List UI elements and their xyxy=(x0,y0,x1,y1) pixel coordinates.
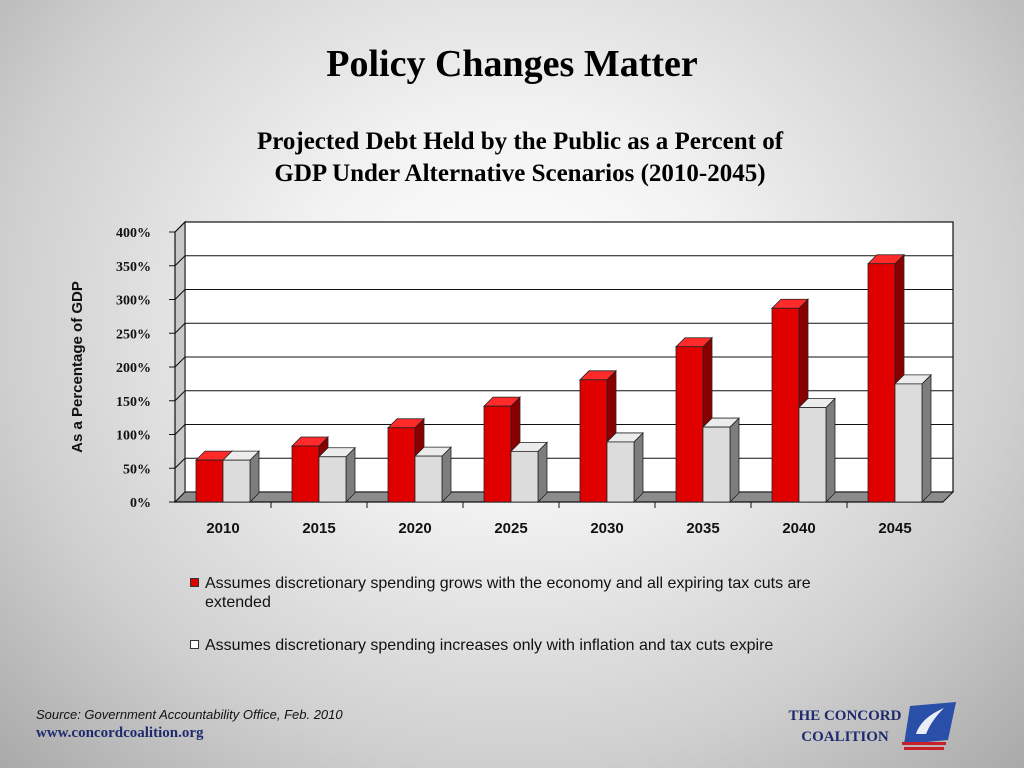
logo-line-2: COALITION xyxy=(801,729,889,745)
y-tick-label: 0% xyxy=(130,496,151,511)
slide-title: Policy Changes Matter xyxy=(326,43,698,85)
gridline xyxy=(174,288,953,300)
legend-text-gray: Assumes discretionary spending increases… xyxy=(205,637,774,654)
y-tick-label: 100% xyxy=(116,429,151,444)
legend-swatch-red xyxy=(190,578,199,587)
y-tick-label: 150% xyxy=(116,395,151,410)
chart-title: Projected Debt Held by the Public as a P… xyxy=(160,126,880,190)
y-tick-label: 350% xyxy=(116,260,151,275)
y-axis-title: As a Percentage of GDP xyxy=(69,281,86,453)
bar-red xyxy=(771,298,809,503)
legend-item-red: Assumes discretionary spending grows wit… xyxy=(190,574,890,612)
legend-swatch-gray xyxy=(190,640,199,649)
x-tick-label: 2030 xyxy=(590,520,623,537)
concord-coalition-logo: THE CONCORD COALITION xyxy=(775,700,965,755)
y-tick-label: 200% xyxy=(116,361,151,376)
y-tick-label: 300% xyxy=(116,294,151,309)
chart-title-line-2: GDP Under Alternative Scenarios (2010-20… xyxy=(274,160,766,187)
legend-text-red-line-1: Assumes discretionary spending grows wit… xyxy=(205,575,811,592)
logo-line-1: THE CONCORD xyxy=(788,708,902,724)
concord-coalition-logo-icon xyxy=(902,702,956,750)
bar-gray xyxy=(222,450,260,503)
x-tick-label: 2020 xyxy=(398,520,431,537)
legend-text-red-line-2: extended xyxy=(205,594,271,611)
y-tick-label: 400% xyxy=(116,226,151,241)
gridline xyxy=(174,221,953,233)
bar-chart: 0% 50% 100% 150% 200% 250% 300% 350% 400% As a Pe… xyxy=(69,220,955,537)
x-tick-label: 2040 xyxy=(782,520,815,537)
gridline xyxy=(174,255,953,267)
bar-gray xyxy=(414,446,452,503)
x-tick-label: 2035 xyxy=(686,520,719,537)
chart-title-line-1: Projected Debt Held by the Public as a P… xyxy=(256,128,784,155)
website-link[interactable]: www.concordcoalition.org xyxy=(36,725,204,741)
bar-gray xyxy=(606,431,644,503)
bar-gray xyxy=(798,397,836,503)
gridline xyxy=(174,322,953,334)
y-tick-label: 50% xyxy=(123,462,151,477)
logo-text: THE CONCORD COALITION xyxy=(775,706,915,748)
bar-gray xyxy=(702,417,740,503)
legend-item-gray: Assumes discretionary spending increases… xyxy=(190,636,890,655)
x-tick-label: 2015 xyxy=(302,520,335,537)
y-tick-label: 250% xyxy=(116,327,151,342)
x-tick-label: 2025 xyxy=(494,520,527,537)
bar-gray xyxy=(894,373,932,503)
source-note: Source: Government Accountability Office… xyxy=(36,707,343,722)
bar-gray xyxy=(318,446,356,503)
x-tick-label: 2010 xyxy=(206,520,239,537)
x-tick-label: 2045 xyxy=(878,520,911,537)
bar-gray xyxy=(510,441,548,503)
